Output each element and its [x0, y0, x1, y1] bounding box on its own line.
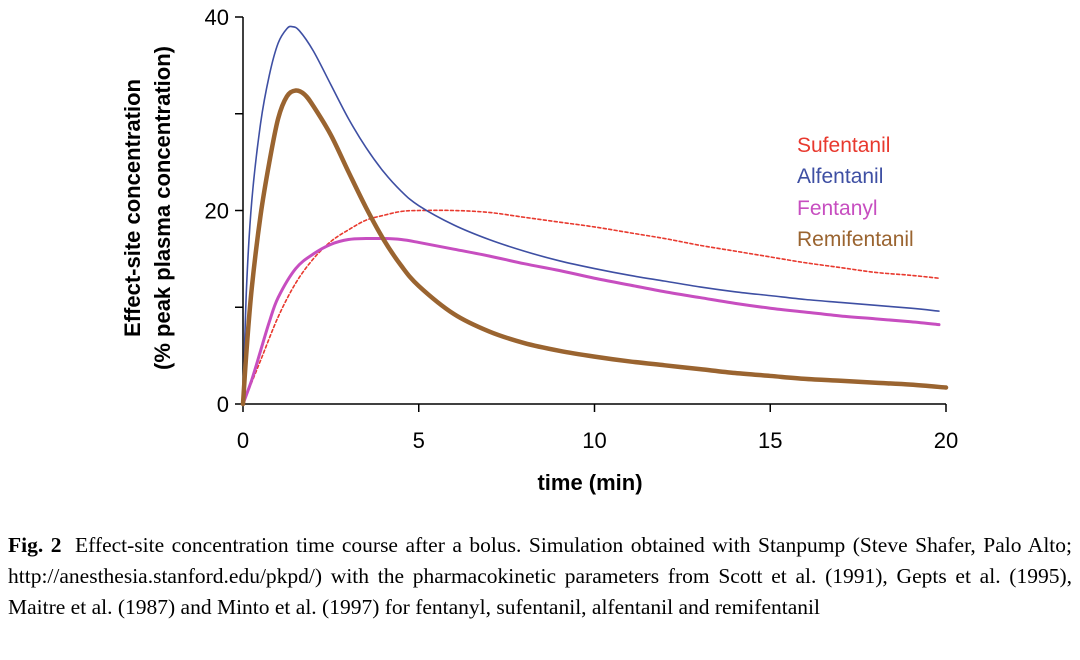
- series-line-remifentanil: [240, 88, 949, 407]
- legend-entry-fentanyl: Fentanyl: [797, 197, 878, 220]
- legend: Sufentanil Alfentanil Fentanyl Remifenta…: [797, 134, 914, 251]
- series-line-sufentanil: [242, 209, 940, 405]
- y-tick-label: 40: [205, 5, 229, 30]
- x-axis-title: time (min): [537, 470, 642, 495]
- series-line-fentanyl: [241, 236, 941, 406]
- legend-entry-remifentanil: Remifentanil: [797, 228, 914, 251]
- x-tick-label: 20: [934, 428, 958, 453]
- legend-entry-sufentanil: Sufentanil: [797, 134, 890, 157]
- series-line-alfentanil: [242, 25, 940, 405]
- legend-entry-alfentanil: Alfentanil: [797, 165, 883, 188]
- y-tick-label: 20: [205, 199, 229, 224]
- figure-caption: Fig. 2 Effect-site concentration time co…: [8, 530, 1072, 623]
- x-tick-label: 15: [758, 428, 782, 453]
- x-tick-label: 0: [237, 428, 249, 453]
- x-tick-label: 5: [413, 428, 425, 453]
- y-axis-title-line1: Effect-site concentration: [120, 79, 145, 337]
- caption-label: Fig. 2: [8, 533, 62, 557]
- x-tick-label: 10: [582, 428, 606, 453]
- caption-text: Effect-site concentration time course af…: [8, 533, 1072, 619]
- y-axis-title-line2: (% peak plasma concentration): [150, 46, 175, 370]
- chart: 0 5 10 15 20 0 20 40 time (min) Effect-site con…: [120, 5, 958, 495]
- y-tick-label: 0: [217, 392, 229, 417]
